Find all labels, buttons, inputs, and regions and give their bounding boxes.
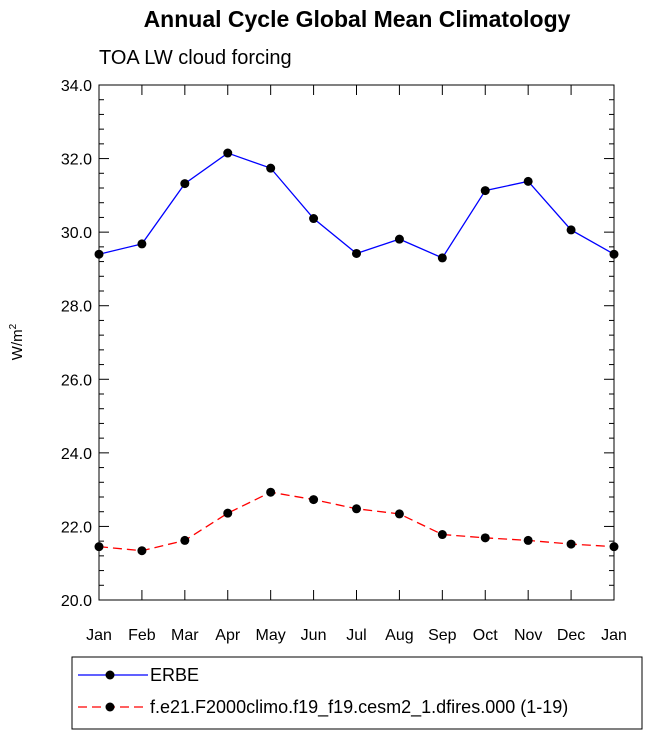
series-line-1 [98,152,615,259]
x-tick-label: Sep [428,627,457,644]
legend: ERBE f.e21.F2000climo.f19_f19.cesm2_1.dfi… [78,665,568,718]
chart-title: Annual Cycle Global Mean Climatology [144,6,571,32]
x-tick-label: Oct [473,627,498,644]
x-tick-label: Jan [86,627,112,644]
data-point-series-1 [137,239,147,249]
data-point-series-2 [352,504,361,514]
x-tick-label: Nov [514,627,542,644]
x-tick-label: Dec [557,627,585,644]
y-axis-label: W/m2 [8,323,26,360]
data-point-series-1 [223,148,233,158]
x-tick-label: Mar [171,627,199,644]
y-axis-label-superscript: 2 [8,323,19,329]
data-point-series-1 [609,249,619,259]
axis-layer: 20.0 22.0 24.0 26.0 28.0 30.0 32.0 34.0 Jan Feb Ma… [61,78,627,644]
data-point-series-1 [180,179,190,189]
data-point-series-1 [480,186,490,196]
y-tick-label: 24.0 [61,446,92,463]
x-tick-label: May [256,627,286,644]
data-point-series-2 [609,542,619,552]
data-point-series-1 [394,234,404,244]
data-point-series-2 [180,535,190,545]
x-tick-label: Jul [346,627,366,644]
plot-frame [98,84,615,601]
y-tick-label: 28.0 [61,299,92,316]
data-point-series-2 [394,509,404,519]
y-tick-label: 30.0 [61,225,92,242]
data-point-series-1 [309,214,319,224]
x-tick-label: Aug [385,627,413,644]
data-point-series-2 [437,530,447,540]
legend-label-2: f.e21.F2000climo.f19_f19.cesm2_1.dfires.… [150,697,568,718]
data-point-series-2 [523,535,533,545]
legend-box [71,656,643,730]
x-tick-label: Jun [301,627,327,644]
data-point-series-2 [94,542,104,552]
series-layer [94,148,619,556]
x-tick-label: Jan [601,627,627,644]
series-line-2 [98,491,615,552]
y-tick-label: 26.0 [61,372,92,389]
data-point-series-1 [437,253,447,263]
chart-subtitle: TOA LW cloud forcing [99,47,292,69]
y-tick-label: 22.0 [61,519,92,536]
data-point-series-1 [523,176,533,186]
y-tick-label: 34.0 [61,78,92,95]
x-tick-label: Apr [215,627,241,644]
data-point-series-2 [566,539,576,549]
data-point-series-1 [352,248,361,258]
legend-marker-1 [105,670,115,680]
data-point-series-2 [480,533,490,543]
data-point-series-1 [266,163,276,173]
data-point-series-2 [309,495,319,505]
data-point-series-2 [223,508,233,518]
data-point-series-2 [266,487,276,497]
y-axis-label-base: W/m [9,329,26,360]
legend-marker-2 [105,702,115,712]
y-tick-label: 32.0 [61,152,92,169]
data-point-series-2 [137,546,147,556]
y-tick-label: 20.0 [61,593,92,610]
data-point-series-1 [94,249,104,259]
x-tick-label: Feb [128,627,156,644]
data-point-series-1 [566,225,576,235]
legend-label-1: ERBE [150,665,199,685]
